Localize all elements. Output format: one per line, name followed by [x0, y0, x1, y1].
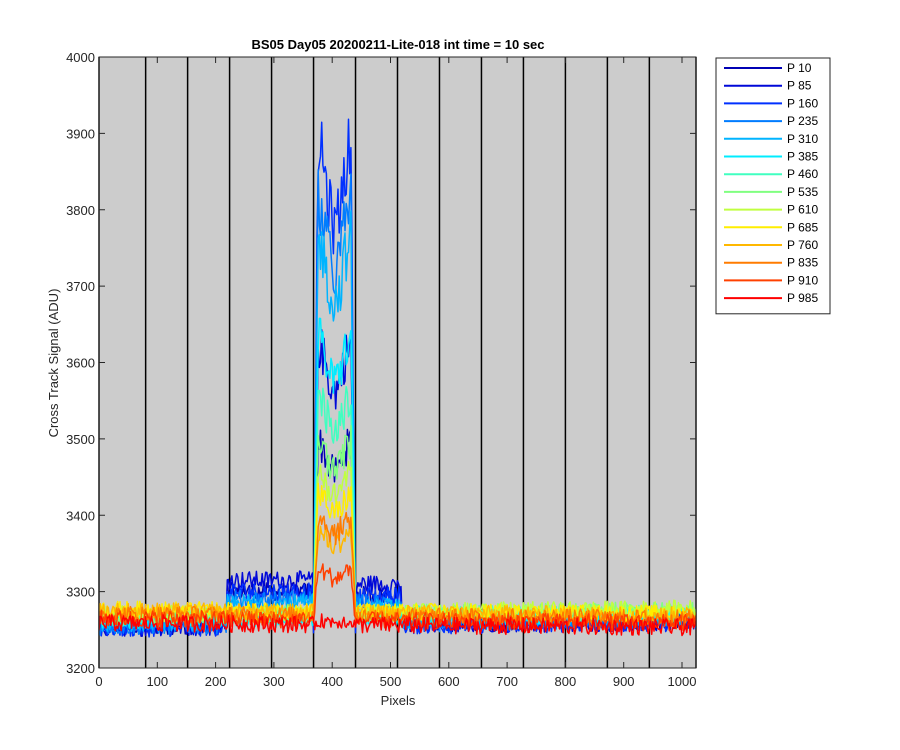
- legend-label-p-460: P 460: [787, 167, 818, 181]
- x-tick-label-3: 300: [263, 674, 285, 689]
- legend-box: [715, 57, 831, 315]
- x-tick-label-4: 400: [321, 674, 343, 689]
- y-tick-label-6: 3800: [66, 203, 95, 218]
- y-tick-label-4: 3600: [66, 356, 95, 371]
- y-tick-label-1: 3300: [66, 585, 95, 600]
- x-tick-label-1: 100: [146, 674, 168, 689]
- legend-label-p-835: P 835: [787, 256, 818, 270]
- legend-label-p-10: P 10: [787, 61, 812, 75]
- y-tick-label-7: 3900: [66, 126, 95, 141]
- x-tick-label-5: 500: [380, 674, 402, 689]
- axes: 0 100 200 300 400 500 600 700 800 900 1000 3200 3300…: [66, 50, 697, 689]
- plot-area: [98, 57, 697, 668]
- legend-label-p-985: P 985: [787, 291, 818, 305]
- x-tick-label-2: 200: [205, 674, 227, 689]
- legend-label-p-385: P 385: [787, 150, 818, 164]
- series-line-p-835: [99, 511, 696, 628]
- legend-label-p-610: P 610: [787, 203, 818, 217]
- legend-label-p-160: P 160: [787, 96, 818, 110]
- series-line-p-985: [99, 613, 696, 637]
- legend-label-p-85: P 85: [787, 79, 812, 93]
- series-line-p-910: [99, 563, 696, 632]
- x-tick-label-7: 700: [496, 674, 518, 689]
- y-tick-label-5: 3700: [66, 279, 95, 294]
- chart-title: BS05 Day05 20200211-Lite-018 int time = …: [251, 37, 544, 52]
- legend-label-p-910: P 910: [787, 273, 818, 287]
- y-tick-label-3: 3500: [66, 432, 95, 447]
- x-tick-label-8: 800: [555, 674, 577, 689]
- y-tick-label-0: 3200: [66, 661, 95, 676]
- x-tick-label-9: 900: [613, 674, 635, 689]
- legend-label-p-535: P 535: [787, 185, 818, 199]
- y-tick-label-2: 3400: [66, 508, 95, 523]
- y-axis-title: Cross Track Signal (ADU): [46, 289, 61, 438]
- y-tick-label-8: 4000: [66, 50, 95, 65]
- x-tick-label-10: 1000: [668, 674, 697, 689]
- x-axis-title: Pixels: [381, 693, 416, 708]
- legend-label-p-310: P 310: [787, 132, 818, 146]
- legend-label-p-685: P 685: [787, 220, 818, 234]
- legend: P 10 P 85 P 160 P 235 P 310 P 385 P 460 P 535 P …: [715, 57, 831, 315]
- legend-label-p-235: P 235: [787, 114, 818, 128]
- legend-label-p-760: P 760: [787, 238, 818, 252]
- x-tick-label-0: 0: [95, 674, 102, 689]
- series-layer: [99, 118, 696, 638]
- x-tick-label-6: 600: [438, 674, 460, 689]
